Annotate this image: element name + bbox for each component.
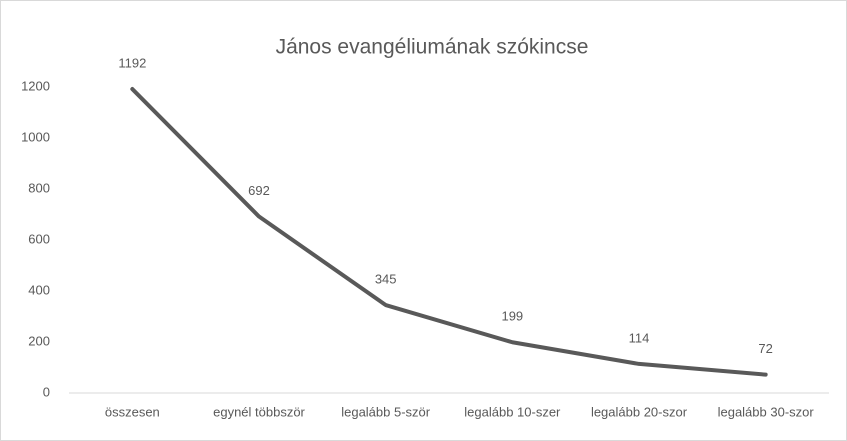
- x-tick-label: egynél többször: [213, 404, 305, 419]
- y-tick-label: 200: [28, 333, 50, 348]
- x-tick-label: legalább 30-szor: [718, 404, 815, 419]
- data-label: 345: [375, 271, 397, 286]
- data-label: 72: [758, 341, 772, 356]
- chart-title: János evangéliumának szókincse: [276, 36, 589, 59]
- y-tick-label: 600: [28, 231, 50, 246]
- y-tick-label: 1200: [21, 78, 50, 93]
- y-tick-label: 0: [43, 384, 50, 399]
- data-label: 1192: [118, 55, 146, 70]
- x-tick-label: legalább 20-szor: [591, 404, 688, 419]
- data-label: 199: [501, 309, 523, 324]
- data-label: 114: [629, 330, 650, 345]
- y-tick-label: 1000: [21, 129, 50, 144]
- x-tick-label: összesen: [105, 404, 160, 419]
- data-label: 692: [248, 183, 270, 198]
- x-tick-label: legalább 5-ször: [341, 404, 431, 419]
- data-line: [130, 87, 768, 377]
- y-tick-label: 800: [28, 180, 50, 195]
- y-tick-label: 400: [28, 282, 50, 297]
- x-tick-label: legalább 10-szer: [464, 404, 561, 419]
